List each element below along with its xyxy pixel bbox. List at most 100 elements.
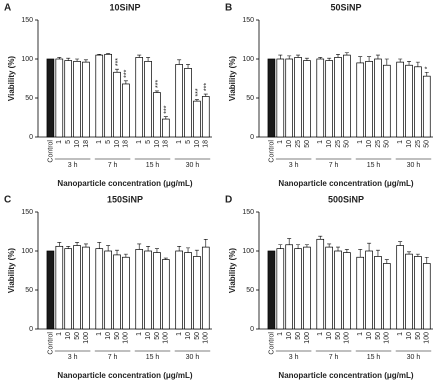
bar <box>396 61 404 138</box>
error-bar <box>123 80 128 84</box>
x-axis-label: Nanoparticle concentration (μg/mL) <box>57 179 192 188</box>
error-bar <box>203 239 208 248</box>
error-bar <box>375 54 380 59</box>
bar <box>153 252 161 330</box>
group-label: 7 h <box>108 162 118 169</box>
error-bar <box>194 99 199 102</box>
bar <box>184 68 192 138</box>
x-tick-label: 1 <box>357 332 364 336</box>
error-bar <box>344 249 349 253</box>
x-tick-label: 10 <box>286 332 293 340</box>
x-tick-label: 1 <box>176 332 183 336</box>
error-bar <box>106 245 111 251</box>
group-label: 3 h <box>68 354 78 361</box>
x-tick-label: 100 <box>83 332 90 344</box>
bar <box>64 248 72 330</box>
bar <box>193 100 201 138</box>
x-tick-label: 18 <box>203 140 210 148</box>
error-bar <box>66 246 71 249</box>
x-tick-label: 1 <box>96 332 103 336</box>
bar <box>383 263 391 330</box>
bar <box>294 248 302 330</box>
significance: *** <box>195 88 202 96</box>
x-tick-label: 10 <box>326 332 333 340</box>
group-label: 3 h <box>289 162 299 169</box>
error-bar <box>398 58 403 63</box>
bar <box>113 71 121 138</box>
y-tick-label: 150 <box>242 17 254 24</box>
bar <box>414 256 422 330</box>
x-tick-label: 10 <box>406 332 413 340</box>
y-tick-label: 100 <box>242 56 254 63</box>
x-tick-label: 50 <box>335 332 342 340</box>
bar <box>104 53 112 138</box>
x-tick-label: 1 <box>136 332 143 336</box>
error-bar <box>358 249 363 258</box>
y-tick-label: 50 <box>25 95 33 102</box>
panel-letter: D <box>225 195 232 206</box>
x-tick-label: 1 <box>397 332 404 336</box>
x-tick-label: 10 <box>145 332 152 340</box>
error-bar <box>106 53 111 55</box>
error-bar <box>75 242 80 246</box>
x-tick-label: 100 <box>163 332 170 344</box>
x-tick-label: Control <box>268 140 275 163</box>
bar <box>95 54 104 138</box>
x-tick-label: 50 <box>415 332 422 340</box>
bar <box>135 57 144 138</box>
x-axis-label: Nanoparticle concentration (μg/mL) <box>278 371 413 380</box>
y-tick-label: 0 <box>250 134 254 141</box>
error-bar <box>358 56 363 63</box>
x-tick-label: 100 <box>384 332 391 344</box>
bar <box>46 250 55 330</box>
x-tick-label: 5 <box>105 140 112 144</box>
bar <box>162 259 170 330</box>
bar <box>334 250 342 330</box>
bar <box>383 64 391 138</box>
error-bar <box>336 54 341 58</box>
error-bar <box>327 57 332 61</box>
x-tick-label: 5 <box>145 140 152 144</box>
x-tick-label: 10 <box>154 140 161 148</box>
error-bar <box>137 243 142 250</box>
bar <box>95 248 104 330</box>
error-bar <box>287 238 292 245</box>
error-bar <box>203 93 208 97</box>
group-label: 3 h <box>289 354 299 361</box>
y-tick-label: 0 <box>250 326 254 333</box>
x-tick-label: 10 <box>326 140 333 148</box>
error-bar <box>163 257 168 260</box>
x-tick-label: 10 <box>366 332 373 340</box>
x-tick-label: 50 <box>424 140 431 148</box>
bar <box>64 60 72 138</box>
error-bar <box>296 244 301 249</box>
x-tick-label: 1 <box>56 332 63 336</box>
group-label: 30 h <box>407 354 421 361</box>
group-label: 30 h <box>186 162 200 169</box>
chart-title: 500SiNP <box>328 194 364 204</box>
bar <box>365 60 373 138</box>
x-tick-label: 10 <box>65 332 72 340</box>
error-bar <box>163 116 168 120</box>
y-axis-label: Viability (%) <box>228 248 237 294</box>
y-axis-label: Viability (%) <box>7 56 16 102</box>
bar <box>193 256 201 330</box>
x-tick-label: 10 <box>406 140 413 148</box>
y-tick-label: 100 <box>242 248 254 255</box>
y-tick-label: 50 <box>246 287 254 294</box>
bar <box>325 60 333 138</box>
x-tick-label: 25 <box>335 140 342 148</box>
error-bar <box>66 57 71 61</box>
bar <box>303 246 311 330</box>
x-tick-label: 10 <box>366 140 373 148</box>
bar <box>356 62 365 138</box>
x-tick-label: 1 <box>277 140 284 144</box>
error-bar <box>177 246 182 251</box>
bar <box>374 256 382 330</box>
x-tick-label: 100 <box>304 332 311 344</box>
error-bar <box>304 57 309 61</box>
x-tick-label: 100 <box>123 332 130 344</box>
x-tick-label: 1 <box>397 140 404 144</box>
error-bar <box>154 90 159 93</box>
